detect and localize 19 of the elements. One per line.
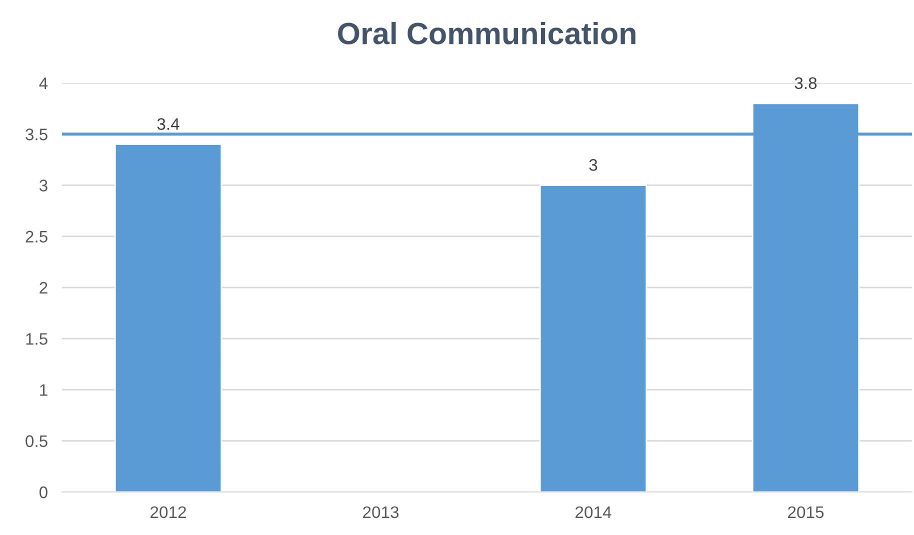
bar [539, 184, 648, 492]
data-label: 3 [589, 159, 598, 171]
chart-title: Oral Communication [338, 22, 636, 44]
bar [114, 144, 222, 492]
y-tick-label: 0.5 [26, 435, 48, 448]
data-label: 3.8 [794, 77, 817, 90]
x-tick-label: 2013 [363, 506, 399, 518]
y-tick-label: 0 [39, 486, 48, 498]
y-tick-label: 2.5 [26, 230, 48, 243]
y-tick-label: 3.5 [26, 128, 48, 140]
x-tick-label: 2012 [150, 506, 186, 518]
y-tick-label: 4 [39, 78, 48, 90]
y-tick-label: 1.5 [26, 333, 48, 345]
y-tick-label: 3 [39, 180, 48, 192]
x-tick-label: 2015 [788, 506, 824, 518]
data-label: 3.4 [157, 118, 180, 130]
y-tick-label: 1 [40, 384, 48, 396]
y-tick-label: 2 [40, 282, 48, 294]
x-tick-label: 2014 [576, 506, 612, 518]
